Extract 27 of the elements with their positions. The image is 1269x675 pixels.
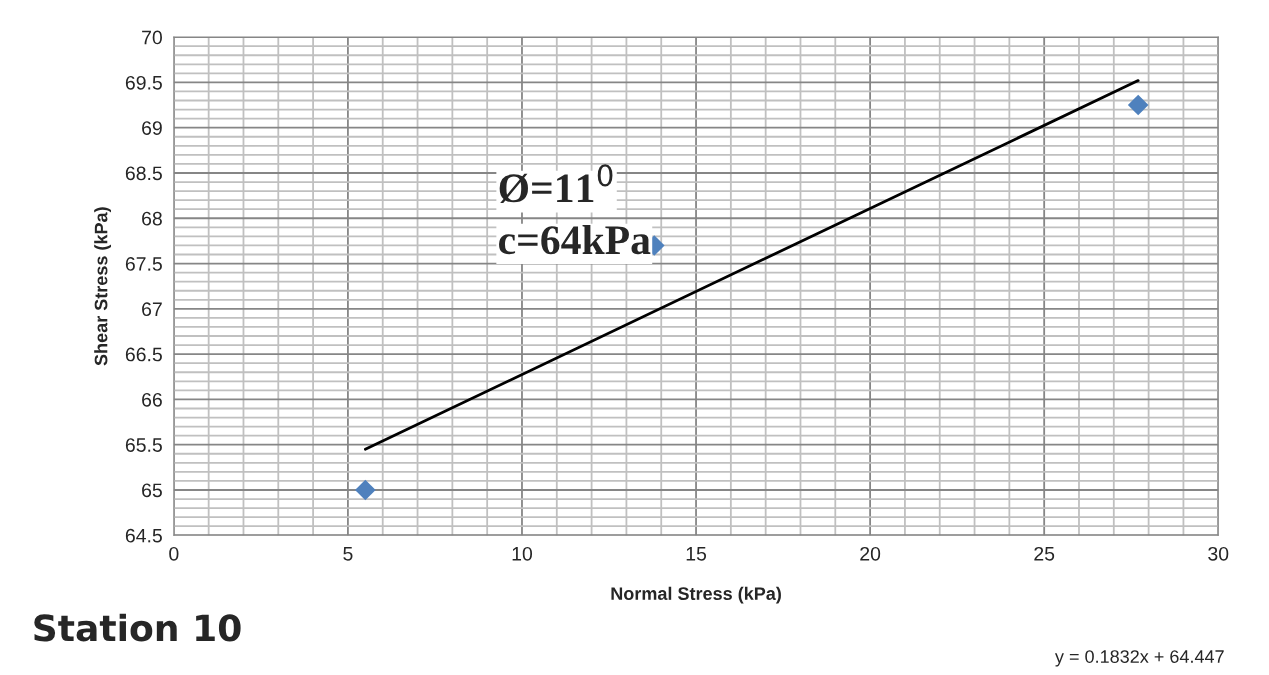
text: y = 0.1832x + 64.447 (1054, 650, 1224, 667)
x-tick-label: 0 (169, 546, 179, 561)
y-tick-label: 70 (142, 30, 162, 45)
x-tick-label: 20 (860, 546, 881, 561)
point (1127, 94, 1149, 116)
y-tick-label: 69.5 (125, 75, 162, 90)
x-tick-label: 25 (1034, 546, 1055, 561)
y-tick-label: 65.5 (125, 438, 162, 452)
y-tick-label: 65 (142, 483, 162, 498)
y-tick-label: 68.5 (125, 166, 162, 181)
x-tick-label: 5 (343, 547, 353, 561)
point (355, 479, 376, 501)
y-tick-label: 66.5 (125, 347, 162, 362)
x-tick-label: 30 (1208, 546, 1229, 561)
y-tick-label: 67 (142, 302, 162, 317)
y-tick-label: 66 (142, 392, 162, 407)
x-tick-label: 10 (512, 546, 533, 561)
y-tick-label: 69 (142, 121, 162, 135)
y-tick-label: 68 (142, 211, 162, 226)
y-tick-label: 67.5 (125, 257, 162, 271)
y-tick-label: 64.5 (125, 528, 162, 543)
x-tick-label: 15 (686, 547, 707, 561)
y-axis-title: Shear Stress (kPa) (94, 207, 112, 366)
x-axis-title: Normal Stress (kPa) (611, 586, 781, 604)
annotation: Ø=11$^{0}$ (499, 164, 613, 204)
text: Station 10 (34, 613, 241, 642)
annotation: c=64kPa (499, 224, 651, 255)
